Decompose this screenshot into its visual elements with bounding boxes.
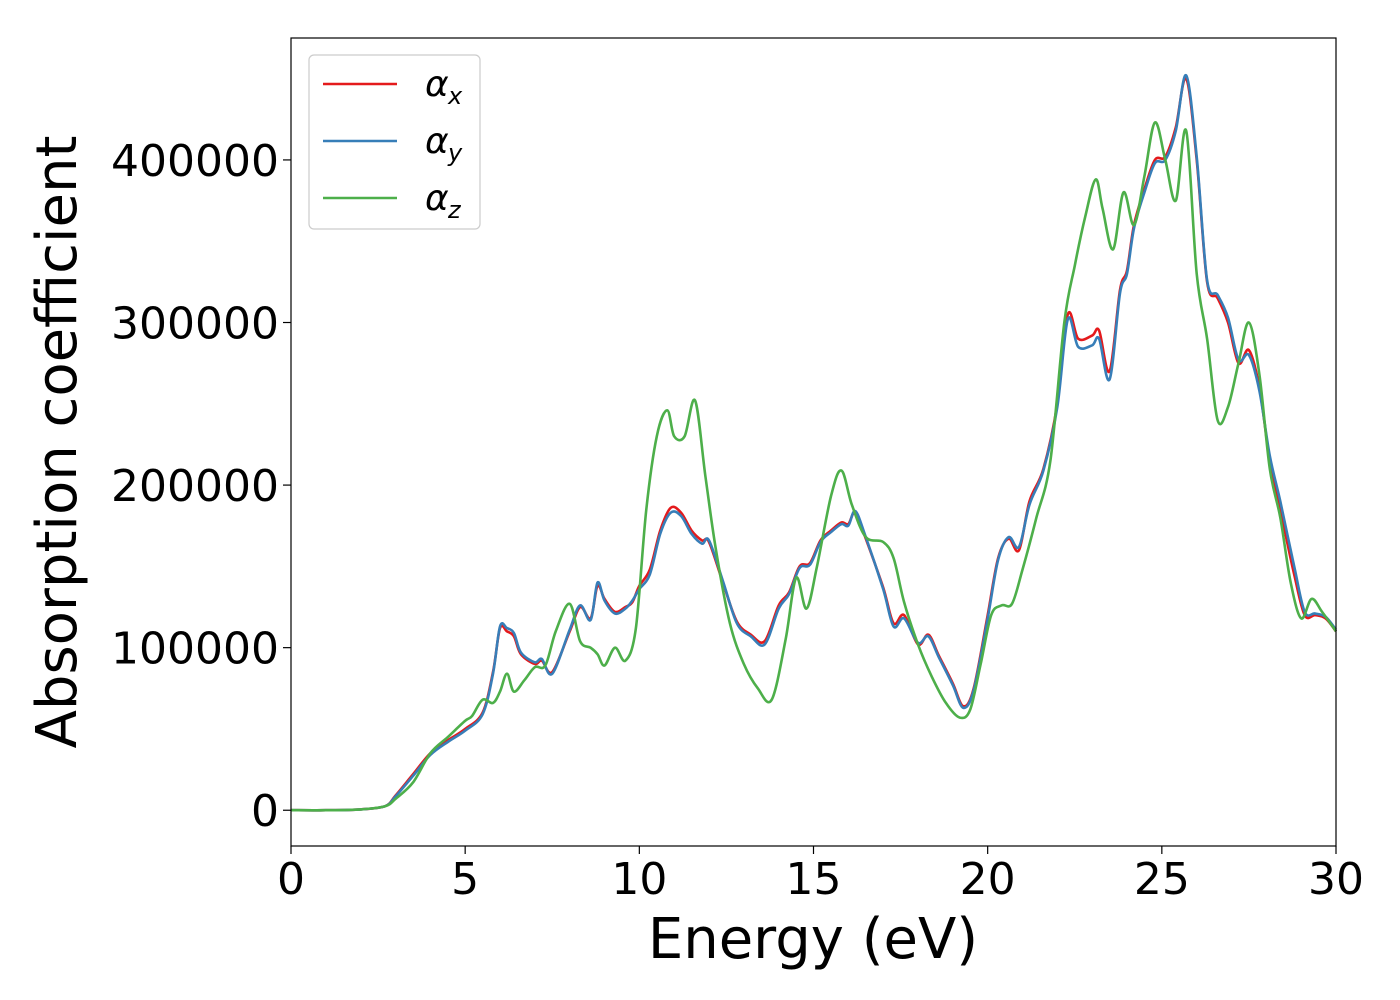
ticks-layer: 0 5 10 15 20 25 30 0 100000 200000 300000 400000	[111, 136, 1364, 905]
y-tick-label: 100000	[111, 624, 279, 675]
x-tick-label: 15	[786, 854, 842, 905]
x-tick-label: 10	[611, 854, 667, 905]
legend-label-subscript: y	[447, 139, 463, 167]
legend-label-subscript: z	[447, 196, 462, 224]
series-layer	[290, 74, 1338, 812]
series-line-3	[290, 121, 1338, 812]
y-tick-label: 200000	[111, 461, 279, 512]
legend-label: α	[425, 64, 449, 105]
x-tick-label: 0	[277, 854, 305, 905]
x-tick-label: 25	[1134, 854, 1190, 905]
y-tick-label: 400000	[111, 136, 279, 187]
x-tick-label: 30	[1308, 854, 1364, 905]
y-tick-label: 0	[251, 786, 279, 837]
y-axis-title: Absorption coefficient	[25, 136, 90, 749]
legend: α xα yα z	[308, 54, 481, 230]
x-tick-label: 20	[960, 854, 1016, 905]
y-tick-label: 300000	[111, 299, 279, 350]
x-axis-title: Energy (eV)	[648, 907, 978, 972]
x-tick-label: 5	[451, 854, 479, 905]
legend-label: α	[425, 121, 449, 162]
legend-label: α	[425, 178, 449, 219]
legend-items: α xα yα z	[323, 64, 463, 224]
legend-label-subscript: x	[447, 82, 463, 110]
